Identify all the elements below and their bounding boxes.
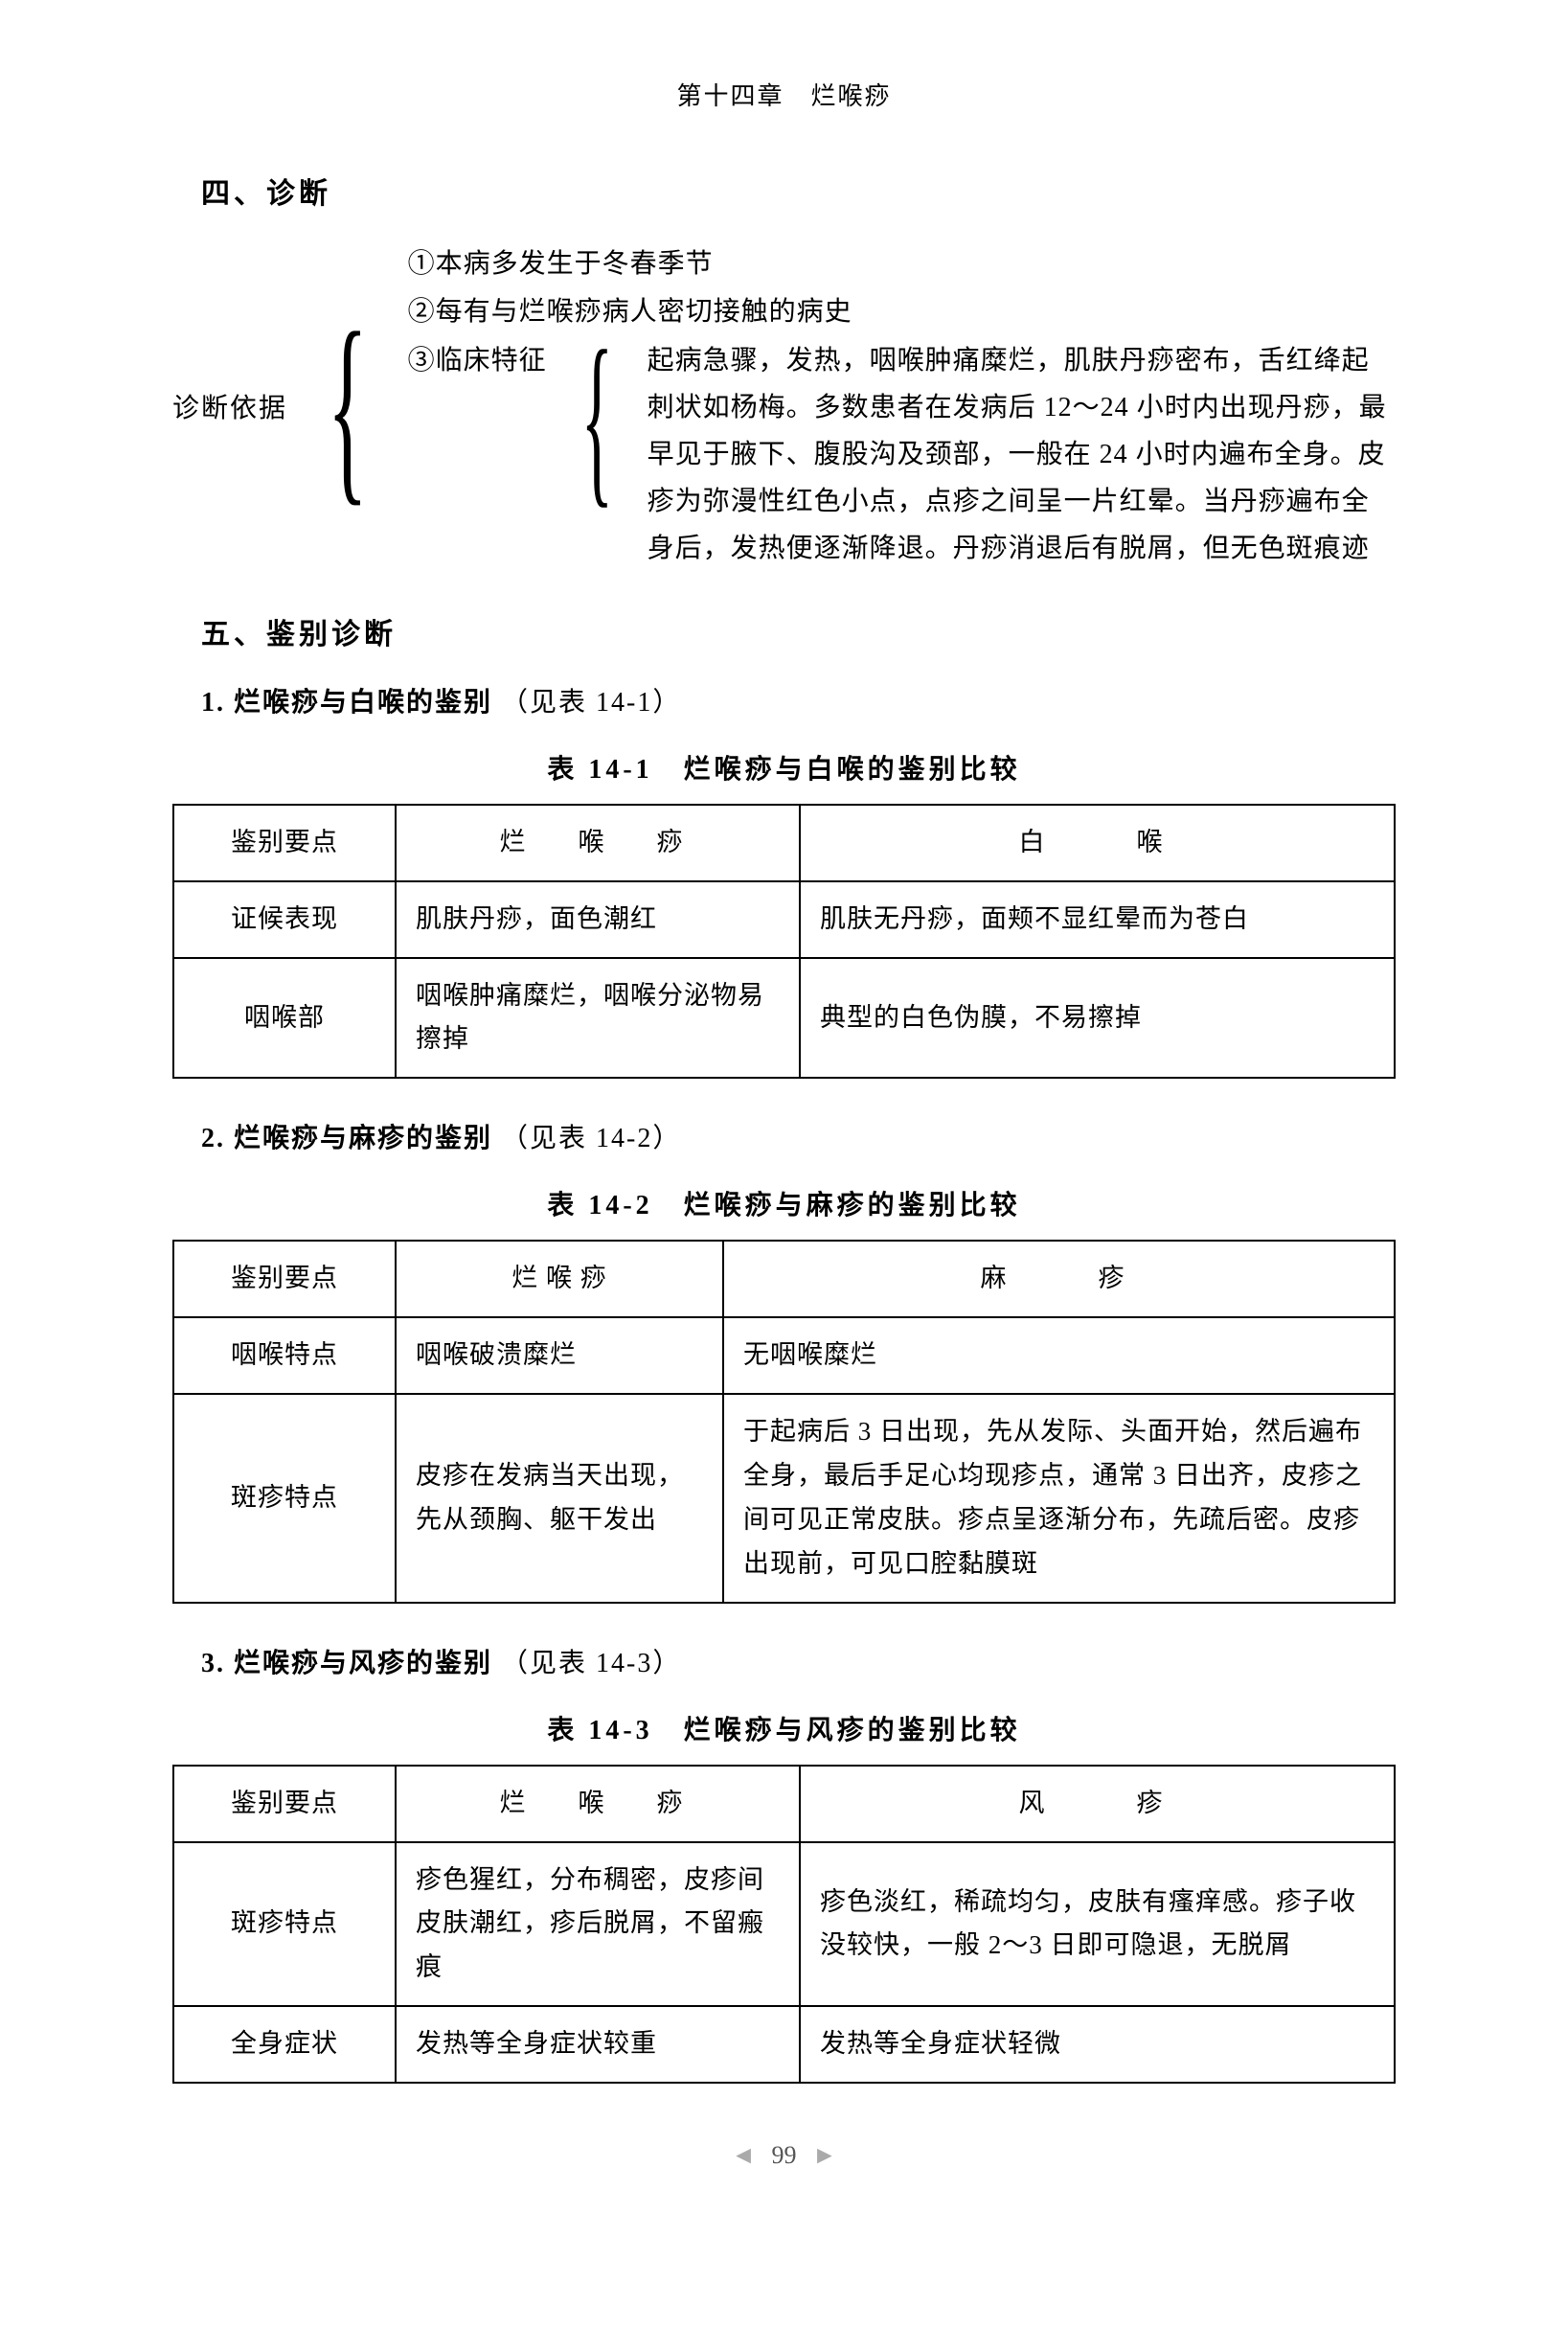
t2-r1c0: 咽喉特点: [173, 1317, 396, 1394]
table-1: 鉴别要点 烂 喉 痧 白 喉 证候表现 肌肤丹痧，面色潮红 肌肤无丹痧，面颊不显…: [172, 804, 1396, 1080]
t3-r1c2: 疹色淡红，稀疏均匀，皮肤有瘙痒感。疹子收没较快，一般 2～3 日即可隐退，无脱屑: [800, 1842, 1395, 2007]
t2-r1c1: 咽喉破溃糜烂: [396, 1317, 723, 1394]
t1-h2: 白 喉: [800, 805, 1395, 881]
t2-h2: 麻 疹: [723, 1241, 1395, 1317]
t2-r2c0: 斑疹特点: [173, 1394, 396, 1603]
subitem-2: 2. 烂喉痧与麻疹的鉴别 （见表 14-2）: [201, 1117, 1396, 1155]
t1-r2c0: 咽喉部: [173, 958, 396, 1079]
brace-icon: {: [580, 337, 613, 500]
t2-r1c2: 无咽喉糜烂: [723, 1317, 1395, 1394]
diag-item-3-text: 起病急骤，发热，咽喉肿痛糜烂，肌肤丹痧密布，舌红绛起刺状如杨梅。多数患者在发病后…: [648, 337, 1396, 572]
diag-item-3-label: ③临床特征: [408, 337, 547, 385]
subitem-3-ref: （见表 14-3）: [501, 1649, 681, 1678]
table-3: 鉴别要点 烂 喉 痧 风 疹 斑疹特点 疹色猩红，分布稠密，皮疹间皮肤潮红，疹后…: [172, 1765, 1396, 2084]
t2-r2c2: 于起病后 3 日出现，先从发际、头面开始，然后遍布全身，最后手足心均现疹点，通常…: [723, 1394, 1395, 1603]
t1-h0: 鉴别要点: [173, 805, 396, 881]
t1-r1c0: 证候表现: [173, 881, 396, 958]
t3-r1c0: 斑疹特点: [173, 1842, 396, 2007]
subitem-1-ref: （见表 14-1）: [501, 688, 681, 718]
t2-r2c1: 皮疹在发病当天出现，先从颈胸、躯干发出: [396, 1394, 723, 1603]
table-3-caption: 表 14-3 烂喉痧与风疹的鉴别比较: [172, 1709, 1396, 1747]
t3-h1: 烂 喉 痧: [396, 1766, 800, 1842]
brace-icon: {: [328, 311, 368, 501]
table-2-caption: 表 14-2 烂喉痧与麻疹的鉴别比较: [172, 1184, 1396, 1222]
t1-r1c2: 肌肤无丹痧，面颊不显红晕而为苍白: [800, 881, 1395, 958]
subitem-3-title: 3. 烂喉痧与风疹的鉴别: [201, 1649, 492, 1678]
t3-r2c0: 全身症状: [173, 2006, 396, 2083]
t3-h0: 鉴别要点: [173, 1766, 396, 1842]
t1-r1c1: 肌肤丹痧，面色潮红: [396, 881, 800, 958]
subitem-2-title: 2. 烂喉痧与麻疹的鉴别: [201, 1124, 492, 1153]
deco-right-icon: ►: [812, 2141, 837, 2169]
diag-item-2: ②每有与烂喉痧病人密切接触的病史: [408, 288, 1396, 336]
t2-h0: 鉴别要点: [173, 1241, 396, 1317]
t3-r2c1: 发热等全身症状较重: [396, 2006, 800, 2083]
section-5-heading: 五、鉴别诊断: [201, 610, 1396, 652]
table-1-caption: 表 14-1 烂喉痧与白喉的鉴别比较: [172, 748, 1396, 787]
t1-r2c2: 典型的白色伪膜，不易擦掉: [800, 958, 1395, 1079]
diagnosis-label: 诊断依据: [172, 387, 287, 425]
t1-r2c1: 咽喉肿痛糜烂，咽喉分泌物易擦掉: [396, 958, 800, 1079]
t1-h1: 烂 喉 痧: [396, 805, 800, 881]
t3-h2: 风 疹: [800, 1766, 1395, 1842]
diagnosis-content: ①本病多发生于冬春季节 ②每有与烂喉痧病人密切接触的病史 ③临床特征 { 起病急…: [408, 240, 1396, 572]
t3-r2c2: 发热等全身症状轻微: [800, 2006, 1395, 2083]
section-4-heading: 四、诊断: [201, 170, 1396, 212]
subitem-2-ref: （见表 14-2）: [501, 1124, 681, 1153]
diag-item-3: ③临床特征 { 起病急骤，发热，咽喉肿痛糜烂，肌肤丹痧密布，舌红绛起刺状如杨梅。…: [408, 337, 1396, 572]
subitem-3: 3. 烂喉痧与风疹的鉴别 （见表 14-3）: [201, 1642, 1396, 1680]
diagnosis-block: 诊断依据 { ①本病多发生于冬春季节 ②每有与烂喉痧病人密切接触的病史 ③临床特…: [172, 240, 1396, 572]
chapter-header: 第十四章 烂喉痧: [172, 77, 1396, 112]
t3-r1c1: 疹色猩红，分布稠密，皮疹间皮肤潮红，疹后脱屑，不留瘢痕: [396, 1842, 800, 2007]
page-number-value: 99: [772, 2141, 797, 2169]
deco-left-icon: ◄: [731, 2141, 756, 2169]
table-2: 鉴别要点 烂 喉 痧 麻 疹 咽喉特点 咽喉破溃糜烂 无咽喉糜烂 斑疹特点 皮疹…: [172, 1240, 1396, 1603]
subitem-1: 1. 烂喉痧与白喉的鉴别 （见表 14-1）: [201, 681, 1396, 719]
diag-item-1: ①本病多发生于冬春季节: [408, 240, 1396, 288]
t2-h1: 烂 喉 痧: [396, 1241, 723, 1317]
page-number: ◄ 99 ►: [172, 2141, 1396, 2170]
subitem-1-title: 1. 烂喉痧与白喉的鉴别: [201, 688, 492, 718]
